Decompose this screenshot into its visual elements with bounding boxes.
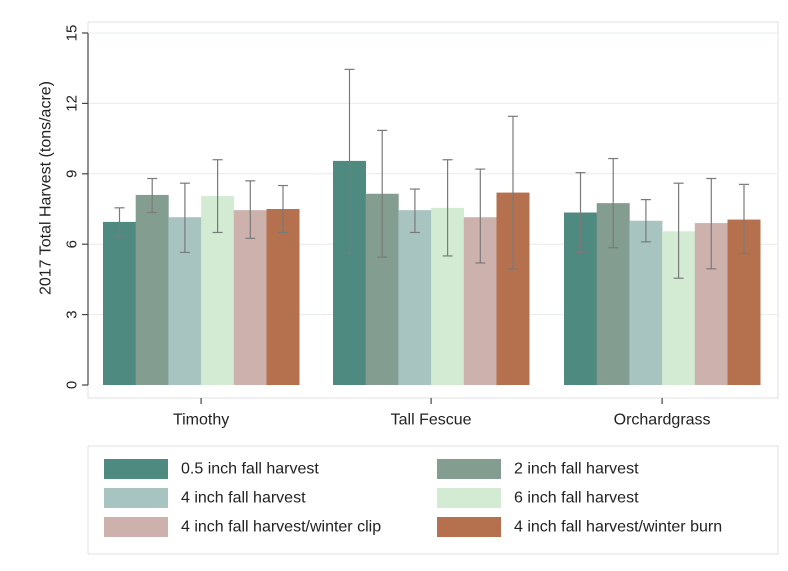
bar	[135, 194, 169, 385]
x-tick-label: Timothy	[173, 412, 229, 429]
legend-swatch	[437, 488, 501, 508]
y-axis: 0 3 6 9 12 15	[64, 25, 89, 389]
legend-label: 6 inch fall harvest	[514, 490, 639, 507]
legend-label: 0.5 inch fall harvest	[181, 461, 319, 478]
legend-frame	[87, 445, 779, 555]
y-axis-title: 2017 Total Harvest (tons/acre)	[38, 81, 55, 295]
x-axis: Timothy Tall Fescue Orchardgrass	[173, 398, 711, 429]
bars	[103, 68, 761, 385]
y-tick-label: 3	[64, 310, 81, 318]
legend-swatch	[104, 459, 168, 479]
legend-swatch	[104, 488, 168, 508]
legend-swatch	[104, 517, 168, 537]
legend-label: 4 inch fall harvest	[181, 490, 306, 507]
bar	[103, 221, 136, 385]
legend-label: 4 inch fall harvest/winter clip	[181, 519, 381, 536]
bar	[233, 210, 267, 385]
y-tick-label: 9	[64, 170, 81, 178]
legend-label: 4 inch fall harvest/winter burn	[514, 519, 722, 536]
legend-label: 2 inch fall harvest	[514, 461, 639, 478]
legend: 0.5 inch fall harvest 2 inch fall harvest…	[87, 445, 779, 555]
bar	[629, 220, 663, 385]
y-tick-label: 0	[64, 381, 81, 389]
legend-swatch	[437, 459, 501, 479]
y-tick-label: 15	[64, 25, 81, 42]
y-tick-label: 6	[64, 240, 81, 248]
bar	[266, 209, 300, 385]
x-tick-label: Tall Fescue	[391, 412, 472, 429]
bar	[398, 210, 432, 385]
x-tick-label: Orchardgrass	[614, 412, 711, 429]
legend-swatch	[437, 517, 501, 537]
y-tick-label: 12	[64, 95, 81, 112]
